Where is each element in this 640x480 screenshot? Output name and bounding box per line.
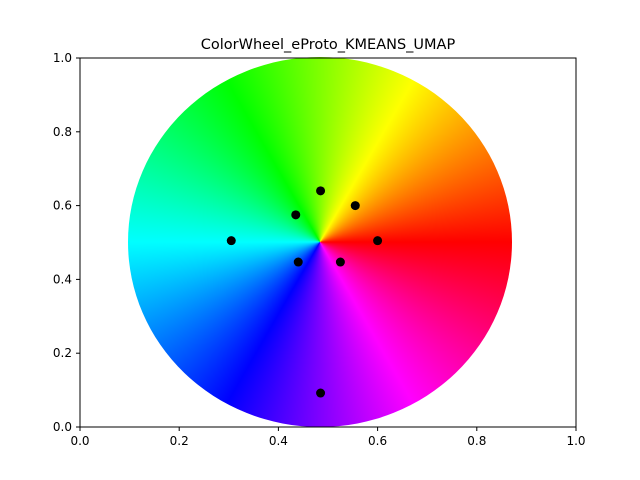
scatter-point bbox=[226, 236, 236, 246]
y-tick-label: 0.4 bbox=[53, 272, 72, 286]
y-tick-label: 0.0 bbox=[53, 420, 72, 434]
scatter-point bbox=[293, 257, 303, 267]
color-wheel bbox=[128, 57, 512, 427]
scatter-point bbox=[316, 186, 326, 196]
scatter-point bbox=[373, 236, 383, 246]
scatter-point bbox=[291, 210, 301, 220]
x-tick-label: 0.4 bbox=[269, 434, 288, 448]
x-tick-label: 0.2 bbox=[170, 434, 189, 448]
y-tick-label: 0.2 bbox=[53, 346, 72, 360]
y-tick-label: 1.0 bbox=[53, 51, 72, 65]
y-tick-label: 0.8 bbox=[53, 125, 72, 139]
axis-ticks: 0.0 0.2 0.4 0.6 0.8 1.0 0.0 0.2 0.4 0.6 0.8 1.0 bbox=[53, 51, 586, 448]
x-tick-label: 0.0 bbox=[70, 434, 89, 448]
chart-title: ColorWheel_eProto_KMEANS_UMAP bbox=[201, 37, 456, 53]
x-tick-label: 1.0 bbox=[566, 434, 585, 448]
plot-frame bbox=[79, 57, 577, 428]
scatter-points bbox=[226, 186, 383, 398]
x-tick-label: 0.8 bbox=[467, 434, 486, 448]
scatter-point bbox=[335, 257, 345, 267]
scatter-point bbox=[350, 201, 360, 211]
x-tick-label: 0.6 bbox=[368, 434, 387, 448]
scatter-point bbox=[316, 388, 326, 398]
y-tick-label: 0.6 bbox=[53, 199, 72, 213]
